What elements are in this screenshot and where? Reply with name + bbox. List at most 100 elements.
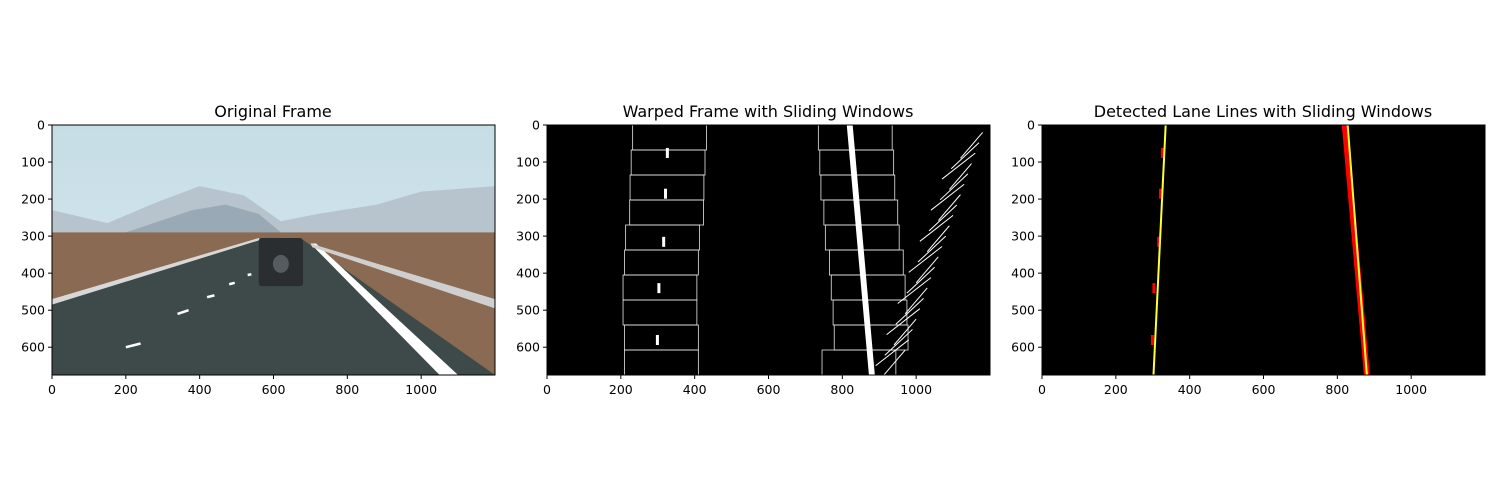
left-lane-pixels [655,335,659,345]
y-tick-label: 0 [1027,118,1035,133]
left-lane-pixels [1160,147,1164,158]
dashed-lane-mark [228,281,236,286]
panel-title: Detected Lane Lines with Sliding Windows [1094,102,1432,121]
y-tick-label: 0 [532,118,540,133]
noise-streak [904,287,928,315]
y-tick-label: 200 [21,192,45,207]
y-tick-label: 400 [21,266,45,281]
y-tick-label: 400 [1011,266,1035,281]
left-lane-pixels [1159,188,1163,199]
y-tick-label: 600 [516,340,540,355]
y-tick-label: 100 [516,155,540,170]
noise-streak [886,308,921,336]
noise-streak [897,277,932,304]
x-tick-label: 200 [114,382,138,397]
axis-ticks: 0 200 400 600 800 1000 0 100 200 300 400 500 600 [21,118,437,398]
noise-streak [937,194,961,221]
left-sliding-window [624,349,699,375]
y-tick-label: 100 [21,155,45,170]
y-tick-label: 200 [1011,192,1035,207]
noise-streak [893,318,917,346]
noise-streak [941,152,976,180]
noise-streak [915,256,939,284]
y-tick-label: 500 [516,303,540,318]
y-tick-label: 600 [21,340,45,355]
y-tick-label: 300 [516,229,540,244]
x-tick-label: 800 [830,382,854,397]
noise-streak [906,266,935,294]
y-tick-label: 0 [37,118,45,133]
left-lane-pixels [665,147,669,158]
x-tick-label: 1000 [900,382,932,397]
right-lane-pixels [846,125,875,375]
y-tick-label: 500 [1011,303,1035,318]
road [52,239,495,375]
y-tick-label: 400 [516,266,540,281]
panel-warped-frame: Warped Frame with Sliding Windows 0 200 40… [516,102,991,398]
noise-streak [883,349,906,375]
y-tick-label: 300 [1011,229,1035,244]
guard-rail [310,243,495,309]
noise-streak [939,173,969,201]
y-tick-label: 200 [516,192,540,207]
noise-streak [908,246,943,273]
original-road-image [52,125,495,375]
left-lane-pixels [662,236,666,247]
mountain [125,204,281,233]
y-tick-label: 300 [21,229,45,244]
dashed-lane-mark [125,342,141,349]
noise-streak [917,235,947,263]
x-tick-label: 0 [543,382,551,397]
noise-streak [950,142,980,170]
left-road-edge [52,237,261,305]
left-lane-pixels [664,188,668,199]
noise-streak [930,183,965,211]
left-lane-pixels [1157,236,1161,247]
panel-detected-lanes: Detected Lane Lines with Sliding Windows… [1011,102,1486,398]
detected-lanes-image [1042,125,1485,375]
x-tick-label: 0 [48,382,56,397]
right-lane-fit-line [1346,125,1368,375]
right-lane-line [310,243,459,375]
x-tick-label: 400 [1178,382,1202,397]
panel-title: Original Frame [214,102,332,121]
left-lane-pixels [1152,283,1156,294]
x-tick-label: 600 [1252,382,1276,397]
x-tick-label: 600 [262,382,286,397]
left-lane-pixels [657,283,661,294]
x-tick-label: 800 [335,382,359,397]
noise-streak [875,339,910,367]
y-tick-label: 100 [1011,155,1035,170]
noise-streak [895,297,924,325]
binary-background [1042,125,1485,375]
x-tick-label: 200 [1104,382,1128,397]
warped-binary-image [547,125,990,375]
y-tick-label: 500 [21,303,45,318]
y-tick-label: 600 [1011,340,1035,355]
dashed-lane-mark [206,294,215,299]
noise-streak [919,214,954,242]
x-tick-label: 1000 [405,382,437,397]
x-tick-label: 0 [1038,382,1046,397]
x-tick-label: 800 [1325,382,1349,397]
axis-ticks: 0 200 400 600 800 1000 0 100 200 300 400 500 600 [1011,118,1427,398]
spare-tire [272,254,289,273]
panel-title: Warped Frame with Sliding Windows [623,102,914,121]
binary-background [547,125,990,375]
dashed-lane-mark [247,273,252,277]
x-tick-label: 1000 [1395,382,1427,397]
noise-streak [960,132,983,159]
x-tick-label: 400 [188,382,212,397]
panel-original-frame: Original Frame 0 200 400 600 800 1000 0 100 200 3… [21,102,496,398]
noise-streak [928,204,958,232]
noise-streak [949,163,972,190]
left-lane-fit-line [1152,125,1167,375]
x-tick-label: 200 [609,382,633,397]
axis-ticks: 0 200 400 600 800 1000 0 100 200 300 400 500 600 [516,118,932,398]
noise-streak [926,225,950,252]
right-sliding-window [821,349,897,375]
left-lane-pixels [1150,335,1154,345]
noise-streak [884,329,913,356]
dashed-lane-mark [177,308,189,316]
